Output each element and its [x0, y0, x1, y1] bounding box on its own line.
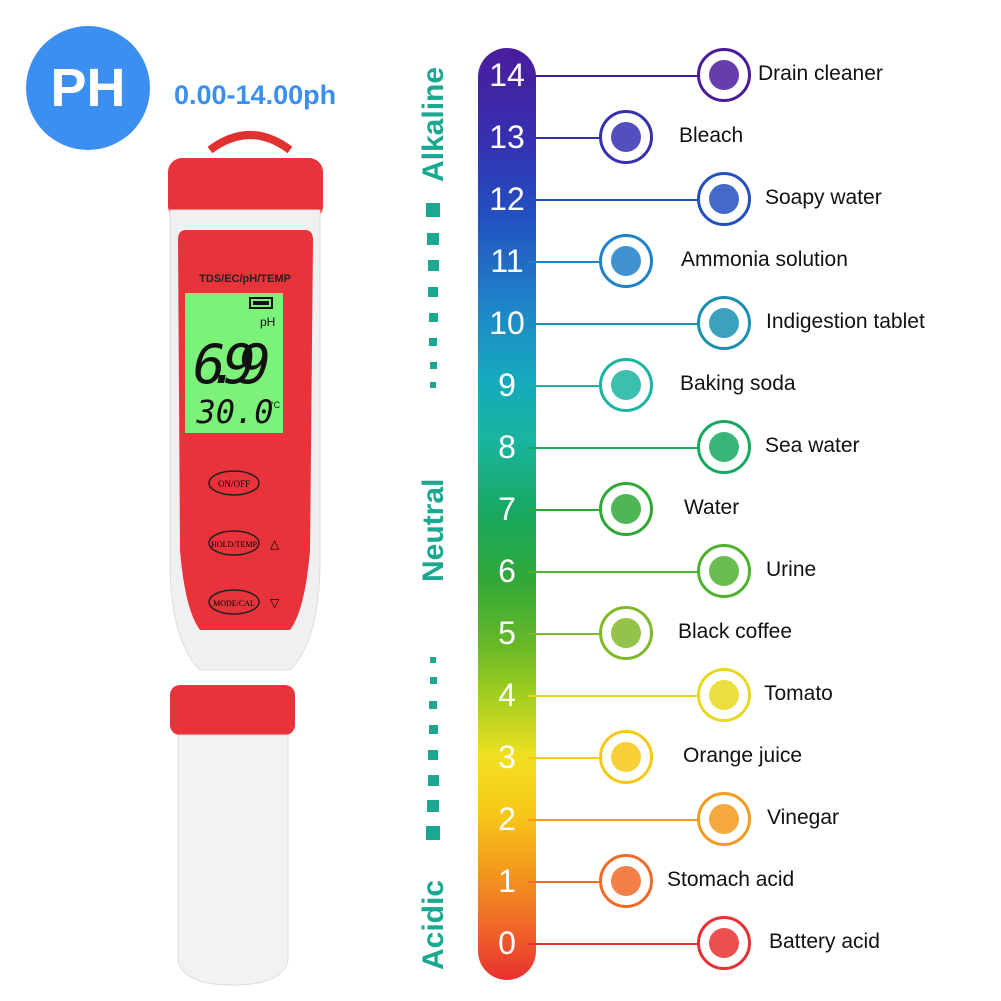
connector-line — [528, 943, 698, 945]
soap-foam-icon — [697, 172, 751, 226]
gradient-square — [428, 287, 438, 297]
ph-value: 10 — [489, 305, 525, 341]
connector-line — [528, 261, 600, 263]
substance-label: Vinegar — [767, 806, 840, 829]
up-arrow-icon: △ — [270, 537, 280, 551]
battery-icon — [249, 297, 273, 309]
mode-cal-button[interactable]: MODE/CAL ▽ — [208, 589, 280, 615]
connector-line — [528, 385, 600, 387]
waves-icon — [697, 420, 751, 474]
substance-label: Black coffee — [678, 620, 793, 643]
substance-label: Drain cleaner — [758, 62, 883, 85]
battery-icon — [697, 916, 751, 970]
flask-icon — [599, 234, 653, 288]
drain-icon — [697, 48, 751, 102]
orange-juice-icon — [599, 730, 653, 784]
ph-value: 9 — [498, 367, 516, 403]
ph-value: 8 — [498, 429, 516, 465]
substance-label: Urine — [766, 558, 817, 581]
alkaline-label: Alkaline — [417, 66, 450, 182]
connector-line — [528, 757, 600, 759]
ph-value: 13 — [489, 119, 525, 155]
connector-line — [528, 75, 698, 77]
water-drop-icon — [599, 482, 653, 536]
meter-ph-reading: 6.99 — [193, 333, 271, 396]
gradient-square — [428, 313, 438, 322]
gradient-square — [429, 338, 437, 346]
coffee-icon — [599, 606, 653, 660]
ph-value: 5 — [498, 615, 516, 651]
connector-line — [528, 323, 698, 325]
ph-value: 2 — [498, 801, 516, 837]
gradient-square — [427, 775, 439, 786]
meter-unit: pH — [260, 315, 275, 329]
connector-line — [528, 199, 698, 201]
ph-value: 1 — [498, 863, 516, 899]
vinegar-bottle-icon — [697, 792, 751, 846]
svg-text:HOLD/TEMP: HOLD/TEMP — [211, 540, 257, 549]
substance-label: Indigestion tablet — [766, 310, 925, 333]
substance-label: Tomato — [764, 682, 833, 705]
gradient-square — [428, 750, 438, 760]
svg-text:ON/OFF: ON/OFF — [218, 479, 250, 489]
ph-meter: TDS/EC/pH/TEMP pH 6.99 30.0 °C ON/OFF HO… — [168, 131, 323, 986]
substance-label: Stomach acid — [667, 868, 795, 891]
neutral-label: Neutral — [417, 478, 450, 582]
bleach-bottle-icon — [599, 110, 653, 164]
gradient-square — [429, 362, 437, 369]
gradient-square — [430, 657, 436, 663]
ph-value: 14 — [489, 57, 525, 93]
substance-label: Water — [684, 496, 740, 519]
ph-value: 0 — [498, 925, 516, 961]
acidic-label: Acidic — [417, 879, 450, 970]
substance-label: Battery acid — [769, 930, 880, 953]
substance-label: Ammonia solution — [681, 248, 848, 271]
ph-range: 0.00-14.00ph — [174, 80, 337, 110]
meter-brand-label: TDS/EC/pH/TEMP — [199, 273, 291, 285]
down-arrow-icon: ▽ — [270, 596, 280, 610]
svg-text:MODE/CAL: MODE/CAL — [213, 599, 255, 608]
ph-value: 7 — [498, 491, 516, 527]
substance-label: Sea water — [765, 434, 860, 457]
substance-label: Orange juice — [683, 744, 803, 767]
connector-line — [528, 819, 698, 821]
meter-temp-unit: °C — [270, 400, 281, 410]
gradient-square — [427, 800, 439, 812]
tomato-icon — [697, 668, 751, 722]
gradient-square — [428, 725, 438, 734]
on-off-button[interactable]: ON/OFF — [208, 470, 260, 496]
baking-soda-icon — [599, 358, 653, 412]
stomach-icon — [697, 296, 751, 350]
ph-value: 12 — [489, 181, 525, 217]
ph-value: 3 — [498, 739, 516, 775]
substance-label: Baking soda — [680, 372, 796, 395]
ph-value: 6 — [498, 553, 516, 589]
gradient-square — [426, 203, 440, 217]
gradient-square — [430, 382, 436, 388]
connector-line — [528, 881, 600, 883]
connector-line — [528, 509, 600, 511]
connector-line — [528, 695, 698, 697]
gradient-square — [429, 677, 437, 684]
gradient-square — [426, 826, 440, 840]
substance-label: Soapy water — [765, 186, 882, 209]
urine-sample-icon — [697, 544, 751, 598]
stomach-acid-icon — [599, 854, 653, 908]
ph-badge: PH — [26, 26, 150, 150]
gradient-square — [427, 260, 439, 271]
ph-value: 4 — [498, 677, 516, 713]
meter-temperature: 30.0 — [195, 393, 273, 431]
substance-label: Bleach — [679, 124, 744, 147]
gradient-square — [429, 701, 437, 709]
hold-temp-button[interactable]: HOLD/TEMP △ — [208, 530, 280, 556]
ph-value: 11 — [490, 243, 524, 279]
connector-line — [528, 137, 600, 139]
gradient-square — [427, 233, 439, 245]
connector-line — [528, 571, 698, 573]
ph-scale-bar — [478, 48, 536, 980]
connector-line — [528, 447, 698, 449]
connector-line — [528, 633, 600, 635]
